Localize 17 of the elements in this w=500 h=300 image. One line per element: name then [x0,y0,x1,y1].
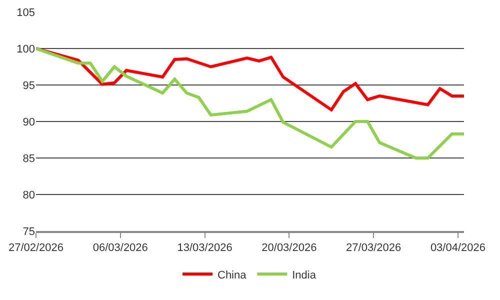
x-tick-label: 27/03/2026 [346,242,402,254]
y-tick-label: 100 [16,43,35,56]
y-tick-label: 75 [22,226,35,238]
legend-label: China [218,269,248,282]
x-tick-label: 27/02/2026 [8,242,64,254]
y-tick-label: 85 [22,152,35,165]
legend-label: India [292,269,317,282]
line-series [36,47,464,160]
y-tick-label: 95 [22,80,35,92]
x-tick-label: 03/04/2026 [430,242,486,254]
y-tick-label: 105 [16,6,35,19]
x-tick-label: 20/03/2026 [262,242,317,254]
x-tick-label: 06/03/2026 [92,242,148,254]
x-tick-label: 13/03/2026 [177,242,232,254]
line-series [36,47,464,112]
y-tick-label: 80 [22,189,35,202]
y-tick-label: 90 [22,116,35,128]
